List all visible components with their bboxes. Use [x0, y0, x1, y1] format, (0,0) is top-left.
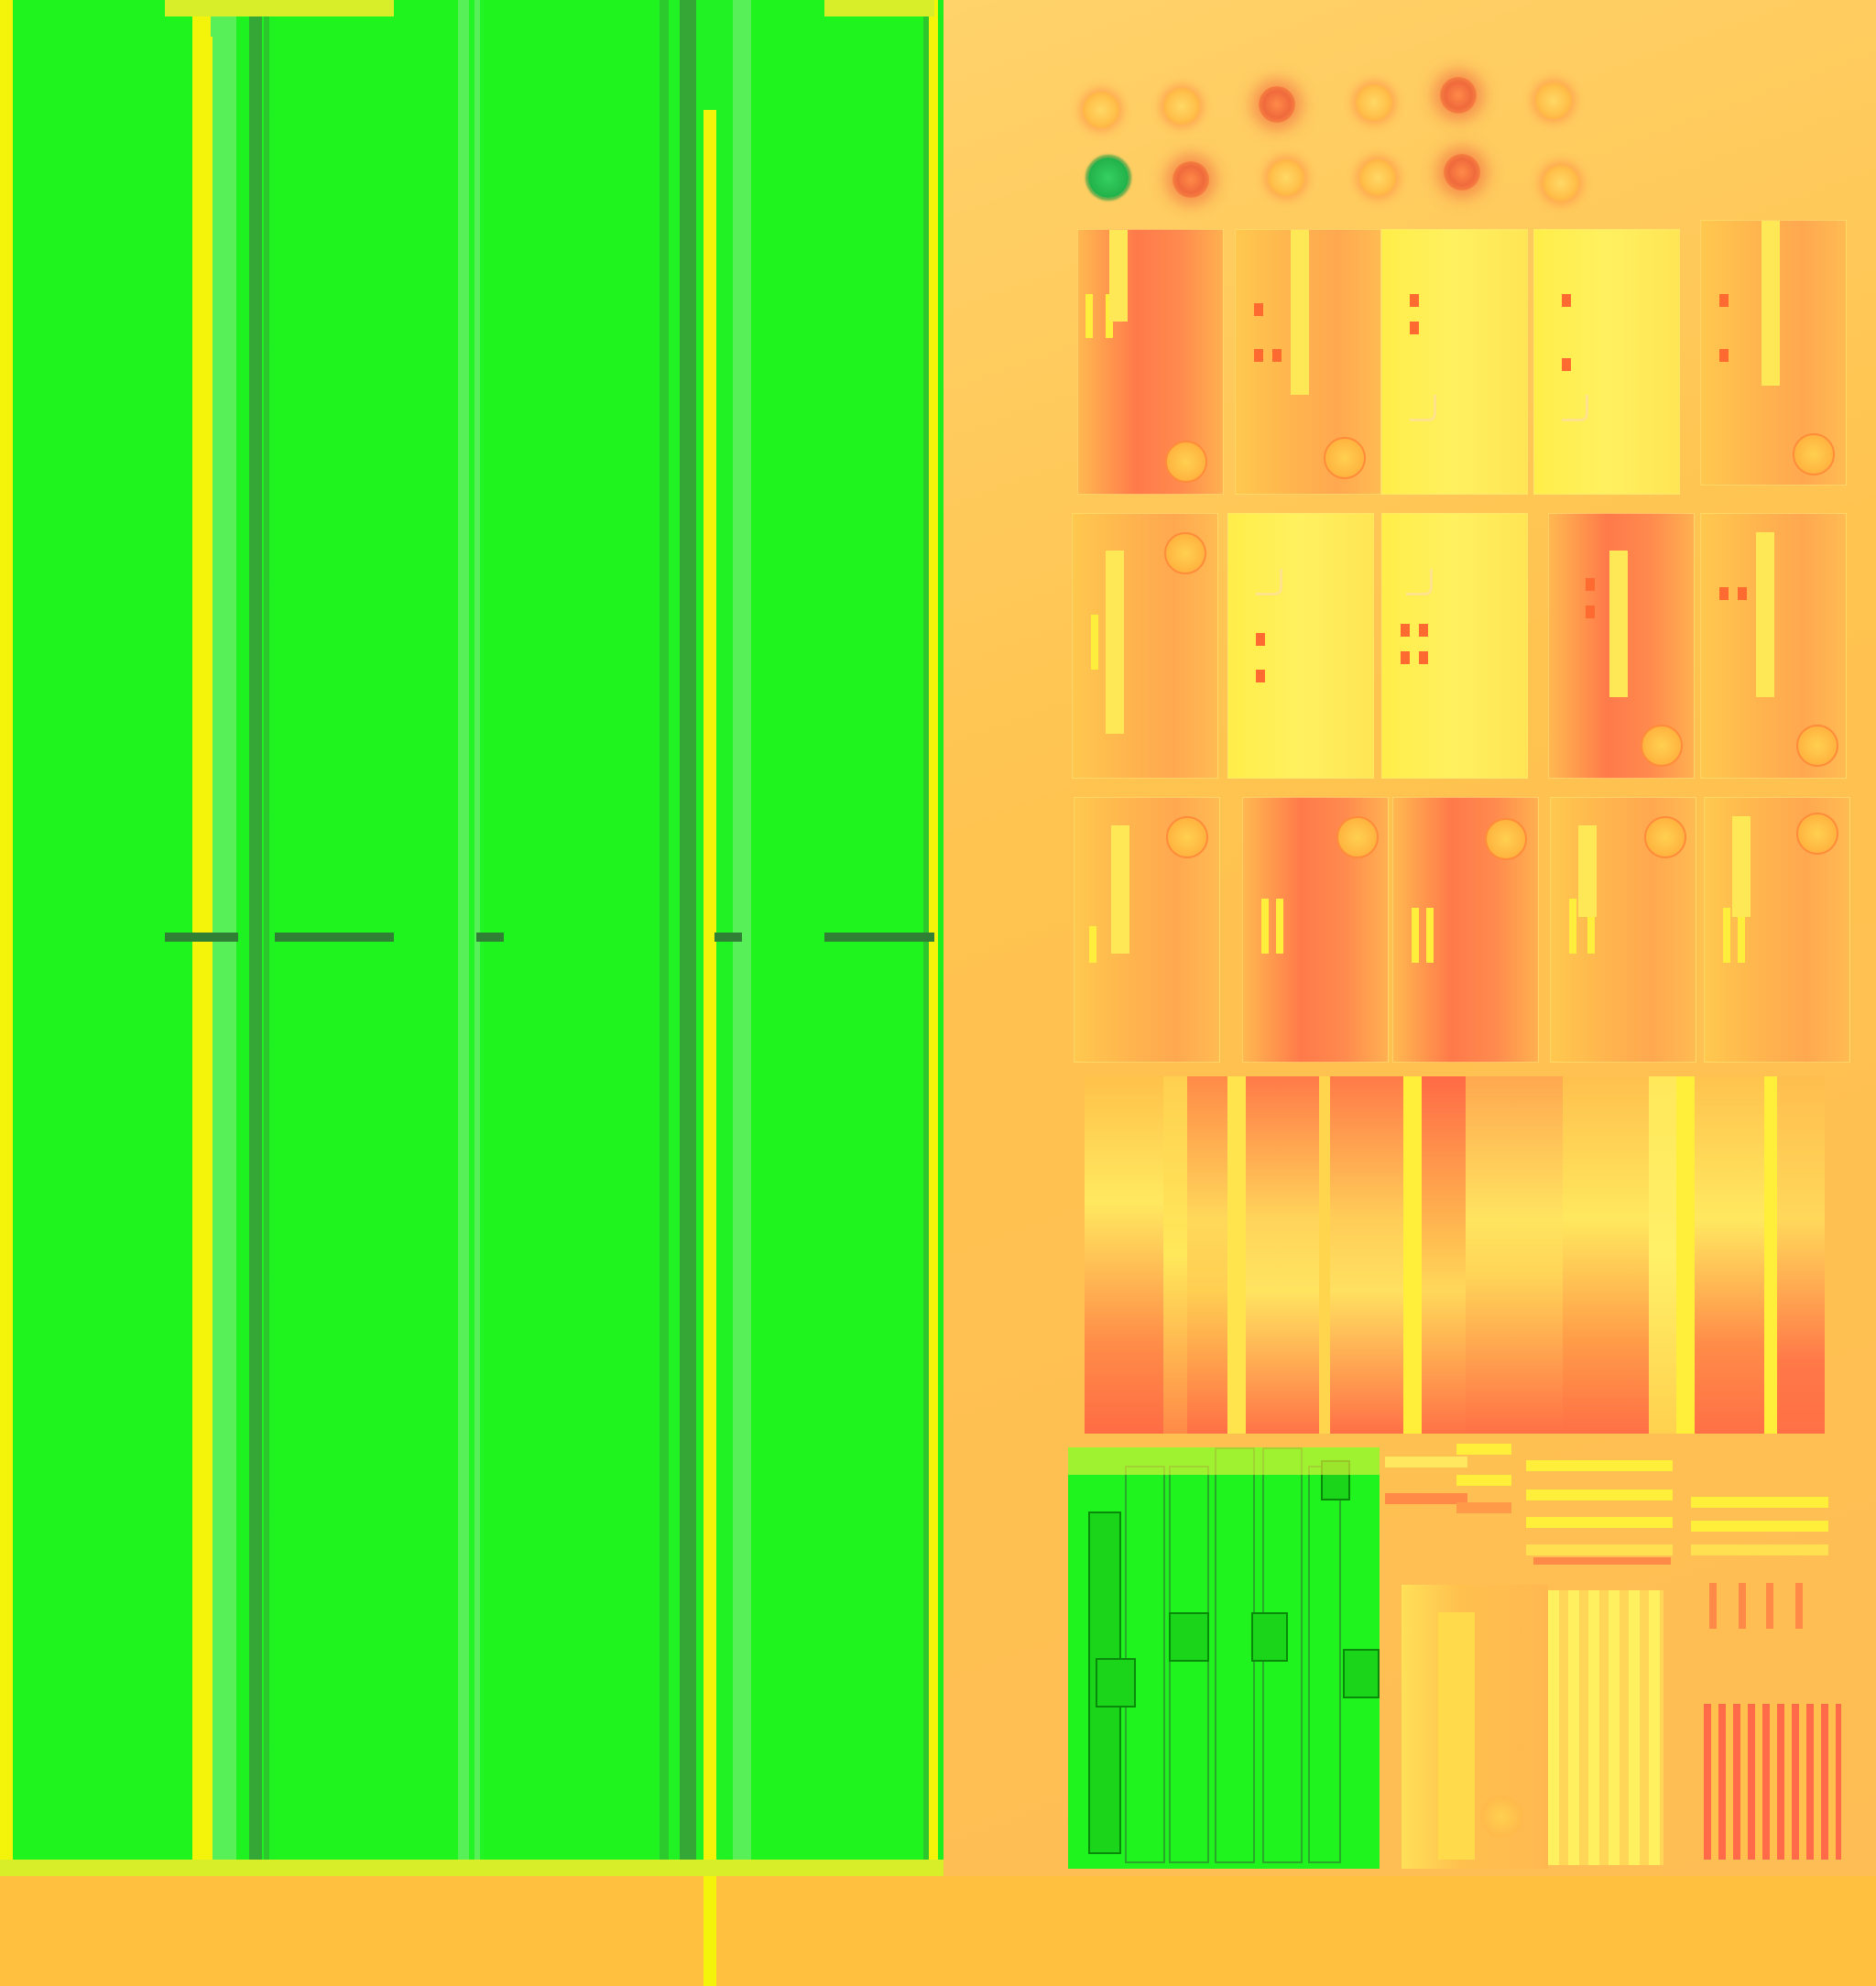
heat-strip: [1649, 1076, 1676, 1434]
heat-strip: [1227, 1076, 1246, 1434]
rivet: [1359, 159, 1396, 196]
top-band: [824, 0, 934, 16]
light-stripe: [733, 0, 751, 1876]
part-stripe: [1691, 1544, 1828, 1555]
shadow-stripe: [264, 0, 269, 1876]
panel-joint: [275, 933, 394, 942]
green-block-top-edge: [1068, 1447, 1380, 1475]
tooth: [1795, 1583, 1803, 1629]
heat-strip: [1563, 1076, 1649, 1434]
heat-strip: [1319, 1076, 1330, 1434]
rivet: [1543, 165, 1579, 202]
part-stripe: [1456, 1502, 1511, 1513]
shadow-stripe: [680, 0, 696, 1876]
part-tile: [1381, 229, 1528, 495]
rivet: [1440, 77, 1477, 114]
part-tile: [1533, 229, 1680, 495]
rivet: [1356, 84, 1392, 121]
part-stripe: [1385, 1493, 1467, 1504]
part-stripe: [1533, 1557, 1671, 1565]
heat-strip: [1422, 1076, 1466, 1434]
ribbed-panel: [1548, 1590, 1663, 1865]
part-stripe: [1385, 1457, 1467, 1468]
green-panel: [484, 0, 658, 1876]
part-tile: [1548, 513, 1695, 779]
part-tile: [1077, 229, 1224, 495]
heat-strip: [1695, 1076, 1764, 1434]
part-stripe: [1526, 1517, 1673, 1528]
heat-strip: [1777, 1076, 1825, 1434]
panel-joint: [714, 933, 742, 942]
shadow-stripe: [249, 0, 262, 1876]
part-tile: [1392, 797, 1539, 1063]
part-tile: [1242, 797, 1389, 1063]
heat-strip: [1764, 1076, 1777, 1434]
yellow-stripe: [203, 37, 213, 1860]
tooth: [1709, 1583, 1717, 1629]
part-stripe: [1526, 1490, 1673, 1500]
rivet: [1268, 159, 1304, 196]
part-stripe: [1456, 1475, 1511, 1486]
green-edge-highlight: [0, 0, 13, 1876]
part-tile: [1072, 513, 1218, 779]
light-stripe: [458, 0, 469, 1876]
part-stripe: [1691, 1497, 1828, 1508]
green-rivet: [1088, 158, 1129, 198]
rivet: [1083, 92, 1119, 128]
part-tile: [1074, 797, 1220, 1063]
heat-strip: [1246, 1076, 1319, 1434]
heat-strip: [1403, 1076, 1422, 1434]
heat-strip: [1466, 1076, 1563, 1434]
bottom-band: [0, 1860, 943, 1876]
part-tile: [1700, 513, 1847, 779]
heat-strip: [1187, 1076, 1227, 1434]
tooth: [1739, 1583, 1746, 1629]
heat-strip: [1676, 1076, 1695, 1434]
part-tile: [1700, 220, 1847, 486]
part-tile: [1550, 797, 1696, 1063]
part-tile: [1381, 513, 1528, 779]
panel-joint: [824, 933, 934, 942]
shadow-stripe: [660, 0, 669, 1876]
part-stripe: [1526, 1544, 1673, 1555]
top-band: [165, 0, 394, 16]
rivet: [1163, 88, 1200, 125]
heat-strip: [1330, 1076, 1403, 1434]
tooth: [1766, 1583, 1773, 1629]
red-grill: [1704, 1704, 1841, 1860]
green-part-block: [1068, 1447, 1380, 1869]
rivet: [1172, 161, 1209, 198]
part-tile: [1235, 229, 1381, 495]
part-stripe: [1691, 1521, 1828, 1532]
green-panel: [13, 0, 192, 1876]
panel-joint: [165, 933, 238, 942]
rivet: [1444, 154, 1480, 191]
rivet: [1259, 86, 1295, 123]
heat-strip: [1085, 1076, 1163, 1434]
heat-strip: [1163, 1076, 1187, 1434]
part-stripe: [1456, 1444, 1511, 1455]
bottom-part-panel: [1402, 1585, 1548, 1869]
green-panel-region: [0, 0, 943, 1986]
part-tile: [1227, 513, 1374, 779]
panel-joint: [476, 933, 504, 942]
yellow-stripe: [704, 110, 716, 1986]
part-tile: [1704, 797, 1850, 1063]
part-stripe: [1526, 1460, 1673, 1471]
rivet: [1535, 82, 1572, 119]
